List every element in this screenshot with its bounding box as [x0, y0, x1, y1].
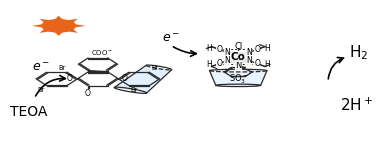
Polygon shape	[54, 32, 63, 36]
Polygon shape	[40, 19, 50, 23]
Text: H: H	[206, 44, 212, 53]
Text: N: N	[246, 48, 252, 57]
Text: COO$^-$: COO$^-$	[91, 48, 114, 57]
Text: $e^-$: $e^-$	[32, 61, 50, 74]
Text: 2H$^+$: 2H$^+$	[340, 97, 373, 114]
Text: Cl: Cl	[234, 42, 242, 51]
Polygon shape	[67, 29, 78, 33]
Polygon shape	[40, 29, 50, 33]
Text: $e^-$: $e^-$	[162, 32, 180, 45]
Polygon shape	[32, 24, 43, 27]
Polygon shape	[209, 71, 267, 85]
Text: N: N	[225, 48, 230, 57]
Polygon shape	[75, 24, 85, 27]
Ellipse shape	[216, 84, 261, 87]
Text: N: N	[235, 61, 242, 70]
Text: O: O	[121, 74, 127, 83]
Text: O: O	[85, 89, 91, 98]
Text: Br: Br	[58, 65, 66, 71]
Polygon shape	[115, 65, 172, 93]
Text: O: O	[254, 59, 260, 68]
Text: H$_2$: H$_2$	[349, 43, 369, 62]
Text: O: O	[216, 45, 222, 54]
Text: SO$_3^-$: SO$_3^-$	[229, 73, 248, 86]
Text: N: N	[246, 56, 252, 65]
Polygon shape	[54, 16, 63, 20]
Text: TEOA: TEOA	[10, 105, 47, 119]
Polygon shape	[67, 19, 78, 23]
Text: N: N	[225, 56, 230, 65]
Text: Br: Br	[151, 65, 158, 71]
Circle shape	[42, 20, 75, 32]
Text: Br: Br	[130, 87, 138, 93]
Text: Br: Br	[38, 87, 45, 93]
Text: O: O	[254, 45, 260, 54]
Text: H: H	[206, 60, 212, 69]
Text: O: O	[67, 74, 73, 83]
Text: H: H	[264, 60, 270, 69]
Text: O: O	[216, 59, 222, 68]
Text: Co: Co	[231, 52, 246, 61]
Text: H: H	[264, 44, 270, 53]
